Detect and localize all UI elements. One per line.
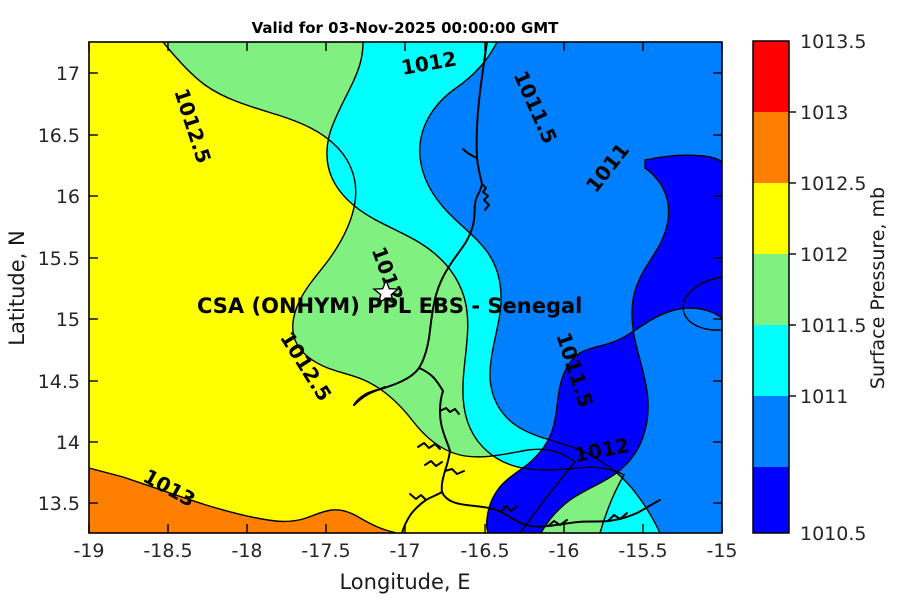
contour-line-1011_5	[419, 42, 661, 533]
colorbar-swatch-1011_5-1012	[753, 254, 789, 325]
colorbar-swatch-1013-1013_5	[753, 41, 789, 112]
y-axis-ticks	[89, 72, 722, 504]
y-tick-label: 16.5	[38, 125, 80, 147]
contour-line-1013	[89, 467, 397, 533]
colorbar-tick-label: 1010.5	[800, 523, 866, 545]
x-tick-label: -16	[548, 540, 579, 562]
region-low-core-1010_5	[486, 155, 722, 533]
colorbar-swatch-below-1010_5	[753, 467, 789, 533]
colorbar-tick-label: 1013.5	[800, 31, 866, 53]
colorbar-tick-label: 1011	[800, 386, 848, 408]
x-axis: -19 -18.5 -18 -17.5 -17 -16.5 -16 -15.5 …	[73, 42, 738, 594]
y-tick-label: 15.5	[38, 248, 80, 270]
colorbar-swatch-1012-1012_5	[753, 183, 789, 254]
colorbar: 1013.5 1013 1012.5 1012 1011.5 1011 1010…	[752, 31, 889, 545]
y-tick-label: 14.5	[38, 371, 80, 393]
colorbar-tick-label: 1011.5	[800, 315, 866, 337]
colorbar-tick-label: 1013	[800, 102, 848, 124]
region-1012_5-1013	[89, 468, 396, 533]
star-marker-glyph	[372, 278, 400, 305]
coastline	[353, 42, 661, 533]
plot-title: Valid for 03-Nov-2025 00:00:00 GMT	[252, 19, 560, 37]
contour-line-1012	[326, 42, 625, 533]
y-tick-label: 15	[56, 309, 80, 331]
x-tick-label: -18.5	[143, 540, 192, 562]
colorbar-swatch-1010_5-1011	[753, 396, 789, 467]
x-tick-label: -17.5	[301, 540, 350, 562]
colorbar-swatch-1011-1011_5	[753, 325, 789, 396]
y-axis-title: Latitude, N	[5, 230, 29, 346]
y-axis: 13.5 14 14.5 15 15.5 16 16.5 17 Latitude…	[5, 63, 722, 515]
colorbar-ticks	[789, 111, 796, 397]
colorbar-frame	[752, 40, 790, 534]
colorbar-title: Surface Pressure, mb	[867, 187, 889, 389]
x-tick-label: -17	[389, 540, 420, 562]
contour-map-panel: 1012.5 1012 1011.5 1011 1012 1012.5 1011…	[89, 42, 722, 533]
contour-line-1011-upper	[485, 307, 722, 533]
inner-contour-ring	[682, 276, 722, 331]
site-annotation-label: CSA (ONHYM) PPL EBS - Senegal	[197, 294, 582, 318]
y-tick-label: 13.5	[38, 493, 80, 515]
contour-line-1012_5	[162, 42, 576, 533]
star-marker	[372, 278, 400, 305]
x-tick-label: -18	[231, 540, 262, 562]
contour-line-1011	[540, 154, 722, 533]
colorbar-swatch-1012_5-1013	[753, 112, 789, 183]
y-tick-label: 16	[56, 186, 80, 208]
x-tick-label: -15	[706, 540, 737, 562]
colorbar-tick-label: 1012	[800, 244, 848, 266]
x-axis-title: Longitude, E	[339, 570, 470, 594]
x-axis-ticks	[88, 42, 723, 533]
x-tick-label: -15.5	[618, 540, 667, 562]
y-tick-label: 14	[56, 432, 80, 454]
x-tick-label: -16.5	[460, 540, 509, 562]
x-tick-label: -19	[73, 540, 104, 562]
y-tick-label: 17	[56, 63, 80, 85]
colorbar-tick-label: 1012.5	[800, 173, 866, 195]
